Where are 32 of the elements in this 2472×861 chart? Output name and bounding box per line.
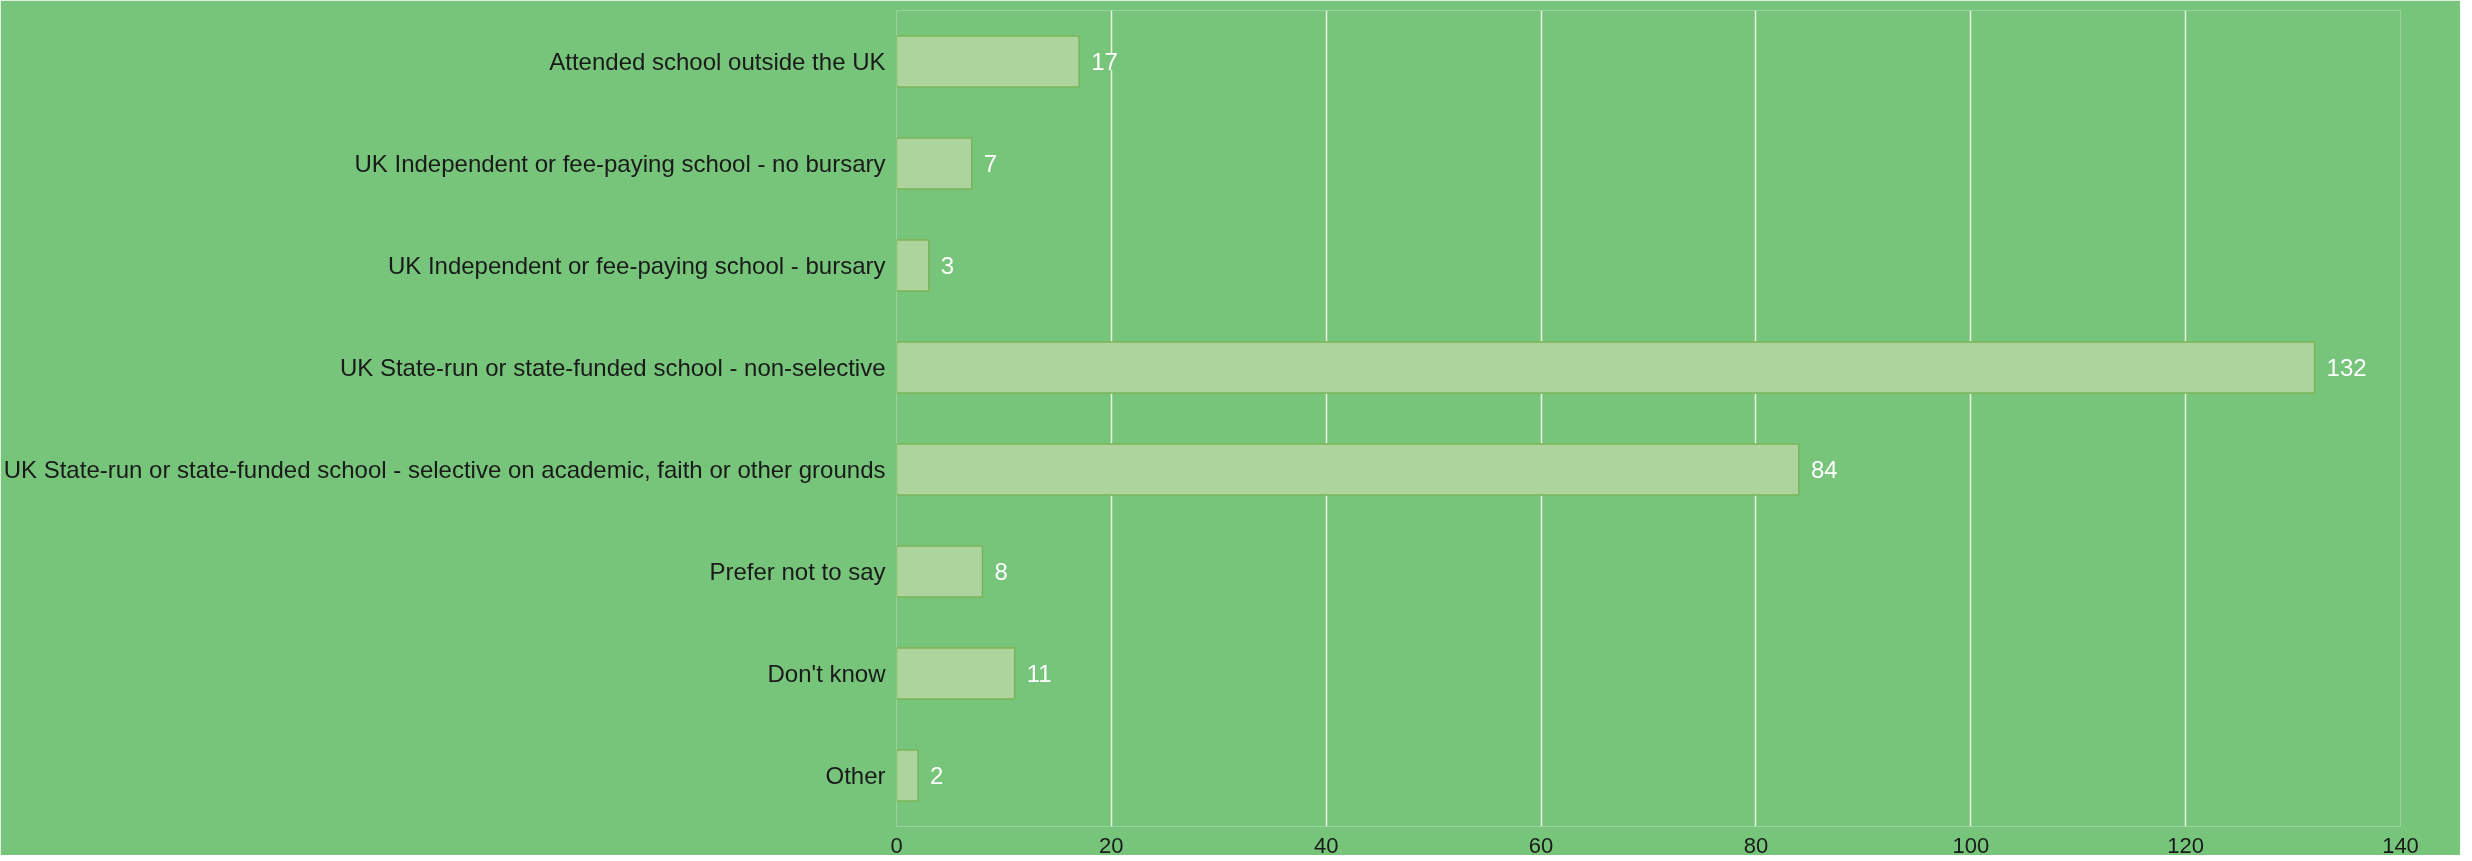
y-tick-label: Prefer not to say [709, 558, 886, 585]
x-tick-label: 0 [890, 832, 903, 858]
bar [896, 239, 930, 292]
data-label: 84 [1810, 456, 1838, 483]
y-tick-label: Attended school outside the UK [549, 48, 886, 75]
data-label: 2 [929, 762, 944, 789]
data-label: 7 [983, 150, 998, 177]
bar [896, 749, 919, 802]
y-tick-label: UK State-run or state-funded school - selective on academic, faith or other grounds [3, 456, 886, 483]
data-label: 3 [940, 252, 955, 279]
x-tick-label: 80 [1743, 832, 1769, 858]
bar [896, 647, 1016, 700]
bar [896, 341, 2316, 394]
x-tick-label: 100 [1952, 832, 1990, 858]
y-tick-label: Don't know [767, 660, 887, 687]
data-label: 17 [1091, 48, 1118, 75]
y-tick-label: UK Independent or fee-paying school - bursary [387, 252, 886, 279]
bar [896, 137, 973, 190]
bar [896, 545, 984, 598]
x-tick-label: 20 [1099, 832, 1124, 858]
x-tick-label: 140 [2382, 832, 2419, 858]
y-tick-label: UK Independent or fee-paying school - no bursary [354, 150, 886, 177]
bar [896, 35, 1080, 88]
data-label: 11 [1026, 660, 1052, 687]
x-tick-label: 40 [1313, 832, 1339, 858]
y-tick-label: Other [825, 762, 886, 789]
data-label: 132 [2326, 354, 2367, 381]
x-tick-label: 120 [2167, 832, 2205, 858]
bar [896, 443, 1800, 496]
data-label: 8 [994, 558, 1008, 585]
y-tick-label: UK State-run or state-funded school - non-selective [339, 354, 886, 381]
x-tick-label: 60 [1528, 832, 1554, 858]
